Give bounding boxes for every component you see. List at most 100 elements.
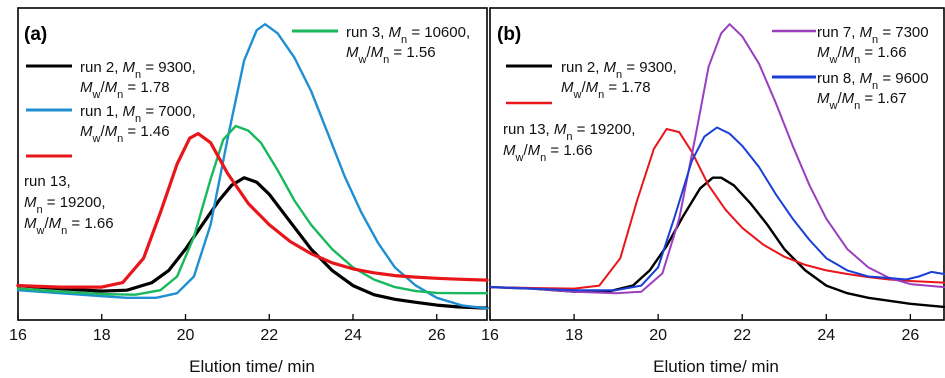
annotation-part: = 19200, xyxy=(43,194,106,211)
annotation-run3-line1: run 3, Mn = 10600, xyxy=(346,24,470,46)
annotation-part: M xyxy=(817,90,830,107)
annotation-part: = 19200, xyxy=(573,121,636,138)
annotation-part: w xyxy=(358,54,367,66)
series-line-run-13-m xyxy=(16,132,489,289)
panel-b-x-ticks: 16 18 20 22 24 26 xyxy=(481,314,919,344)
annotation-part: = 1.78 xyxy=(123,79,169,96)
series-line-run-1-m xyxy=(16,23,489,310)
annotation-run2-b-line1: run 2, Mn = 9300, xyxy=(561,59,677,81)
annotation-part: run 7, xyxy=(817,24,860,41)
x-tick-label: 22 xyxy=(733,327,751,344)
annotation-part: n xyxy=(854,54,860,66)
annotation-part: run 2, xyxy=(561,59,604,76)
annotation-run8-line1: run 8, Mn = 9600 xyxy=(817,70,929,92)
series-line-run-7-m xyxy=(489,23,945,295)
annotation-part: / xyxy=(581,79,586,96)
annotation-part: M xyxy=(554,121,567,138)
panel-b-x-axis-label: Elution time/ min xyxy=(653,357,779,376)
annotation-part: M xyxy=(389,24,402,41)
annotation-part: run 3, xyxy=(346,24,389,41)
annotation-part: M xyxy=(346,44,359,61)
x-tick-label: 16 xyxy=(9,327,27,344)
annotation-part: run 8, xyxy=(817,70,860,87)
annotation-part: / xyxy=(100,123,105,140)
annotation-part: = 7000, xyxy=(141,103,196,120)
annotation-part: run 2, xyxy=(80,59,123,76)
annotation-run2-b-line2: Mw/Mn = 1.78 xyxy=(561,79,651,101)
panel-a-x-axis-label: Elution time/ min xyxy=(189,357,315,376)
panel-a: (a) 16 18 20 22 24 26 Elution time/ min run 2… xyxy=(9,7,489,376)
annotation-part: M xyxy=(123,59,136,76)
x-tick-label: 18 xyxy=(565,327,583,344)
panel-a-tag: (a) xyxy=(24,24,47,45)
annotation-part: n xyxy=(540,152,546,164)
annotation-run2-line1: run 2, Mn = 9300, xyxy=(80,59,196,81)
annotation-part: M xyxy=(842,90,855,107)
annotation-part: M xyxy=(371,44,384,61)
annotation-part: n xyxy=(616,69,622,81)
series-line-run-8-m xyxy=(489,126,945,292)
annotation-part: M xyxy=(528,142,541,159)
annotation-part: = 1.66 xyxy=(860,44,906,61)
annotation-part: w xyxy=(829,100,838,112)
annotation-part: / xyxy=(523,142,528,159)
panel-a-x-ticks: 16 18 20 22 24 26 xyxy=(9,314,446,344)
annotation-run13-b-line2: Mw/Mn = 1.66 xyxy=(503,142,593,164)
annotation-run1-line1: run 1, Mn = 7000, xyxy=(80,103,196,125)
annotation-part: n xyxy=(401,34,407,46)
x-tick-label: 16 xyxy=(481,327,499,344)
annotation-run13-b-line1: run 13, Mn = 19200, xyxy=(503,121,635,143)
annotation-run1-line2: Mw/Mn = 1.46 xyxy=(80,123,170,145)
annotation-part: M xyxy=(503,142,516,159)
annotation-part: n xyxy=(872,80,878,92)
annotation-part: w xyxy=(515,152,524,164)
annotation-part: = 1.67 xyxy=(860,90,906,107)
annotation-part: / xyxy=(837,90,842,107)
annotation-part: run 1, xyxy=(80,103,123,120)
annotation-run2-line2: Mw/Mn = 1.78 xyxy=(80,79,170,101)
annotation-part: n xyxy=(854,100,860,112)
annotation-part: w xyxy=(829,54,838,66)
annotation-part: M xyxy=(860,70,873,87)
annotation-part: M xyxy=(817,44,830,61)
x-tick-label: 24 xyxy=(344,327,362,344)
annotation-part: w xyxy=(573,89,582,101)
annotation-part: M xyxy=(604,59,617,76)
annotation-part: M xyxy=(24,215,37,232)
annotation-part: M xyxy=(123,103,136,120)
x-tick-label: 20 xyxy=(177,327,195,344)
annotation-part: / xyxy=(44,215,49,232)
annotation-part: = 9300, xyxy=(141,59,196,76)
annotation-part: M xyxy=(24,194,37,211)
annotation-part: / xyxy=(100,79,105,96)
annotation-part: n xyxy=(598,89,604,101)
annotation-run7-line2: Mw/Mn = 1.66 xyxy=(817,44,907,66)
x-tick-label: 20 xyxy=(649,327,667,344)
annotation-run7-line1: run 7, Mn = 7300 xyxy=(817,24,929,46)
panel-b-tag: (b) xyxy=(497,24,521,45)
annotation-part: = 1.56 xyxy=(389,44,435,61)
annotation-part: n xyxy=(566,131,572,143)
annotation-run13-line1: run 13, xyxy=(24,173,71,190)
annotation-part: M xyxy=(105,79,118,96)
annotation-part: / xyxy=(837,44,842,61)
annotation-part: M xyxy=(586,79,599,96)
annotation-part: w xyxy=(92,133,101,145)
series-line-run-2-m xyxy=(16,176,489,310)
annotation-part: = 1.46 xyxy=(123,123,169,140)
annotation-part: = 9600 xyxy=(878,70,928,87)
annotation-part: n xyxy=(117,133,123,145)
annotation-run3-line2: Mw/Mn = 1.56 xyxy=(346,44,436,66)
panel-b-curves xyxy=(488,23,945,309)
panel-a-curves xyxy=(16,23,489,310)
annotation-part: n xyxy=(135,69,141,81)
annotation-part: M xyxy=(842,44,855,61)
annotation-part: M xyxy=(80,79,93,96)
annotation-part: w xyxy=(92,89,101,101)
annotation-part: w xyxy=(36,225,45,237)
annotation-part: n xyxy=(135,113,141,125)
x-tick-label: 26 xyxy=(901,327,919,344)
annotation-part: = 1.78 xyxy=(604,79,650,96)
series-line-run-3-m xyxy=(16,124,489,296)
